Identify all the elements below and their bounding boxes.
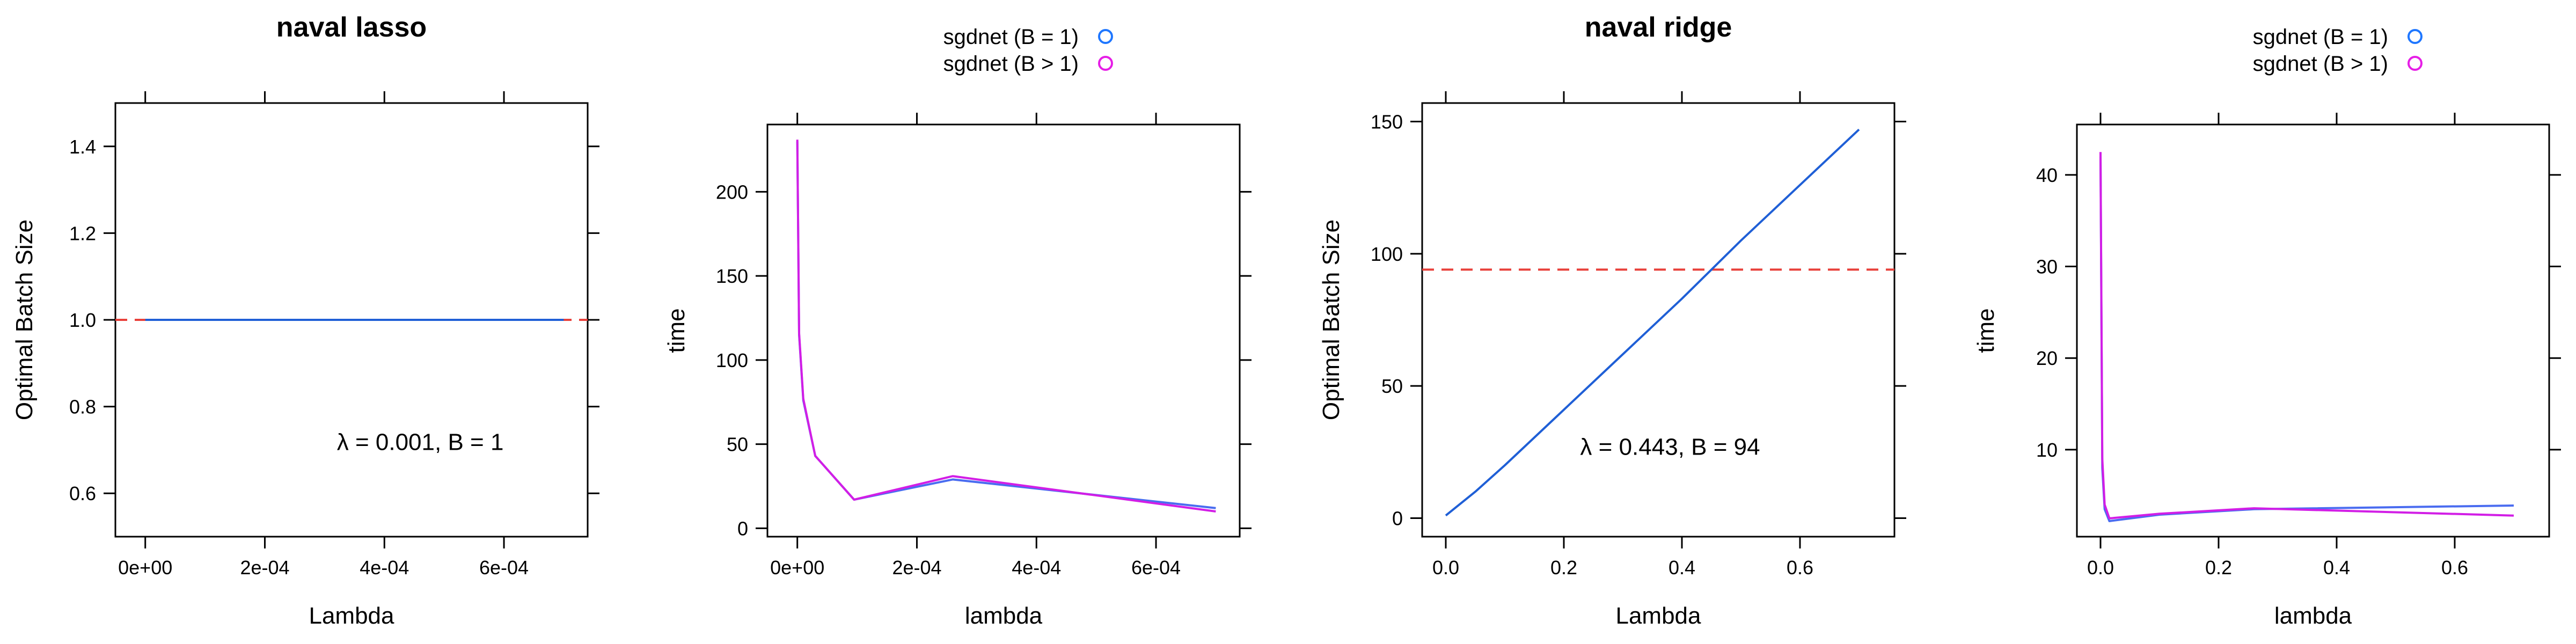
series-line-2: [2099, 152, 2514, 519]
legend: sgdnet (B = 1) sgdnet (B > 1): [2253, 25, 2423, 76]
y-axis-label: time: [1973, 308, 1999, 353]
x-tick-label: 0.4: [1668, 557, 1695, 579]
y-axis-label: Optimal Batch Size: [1318, 219, 1344, 420]
y-tick-label: 150: [1371, 111, 1403, 133]
chart-title: naval lasso: [276, 12, 427, 43]
legend-marker: [1098, 29, 1113, 44]
y-tick-label: 1.0: [69, 309, 96, 331]
x-axis-label: lambda: [2274, 603, 2352, 629]
x-tick-label: 6e-04: [1131, 557, 1181, 579]
y-tick-label: 50: [727, 434, 748, 456]
y-tick-label: 1.4: [69, 136, 96, 158]
x-axis-label: lambda: [965, 603, 1043, 629]
y-tick-label: 0.8: [69, 396, 96, 418]
series-line-1: [1445, 128, 1860, 517]
x-axis-label: Lambda: [309, 603, 394, 629]
x-tick-label: 0.2: [2205, 557, 2232, 579]
chart-annotation: λ = 0.443, B = 94: [1580, 434, 1760, 460]
y-tick-label: 0.6: [69, 482, 96, 504]
y-axis-label: Optimal Batch Size: [11, 219, 38, 420]
y-tick-label: 50: [1381, 375, 1403, 397]
x-tick-label: 2e-04: [240, 557, 289, 579]
x-tick-label: 0e+00: [118, 557, 172, 579]
x-tick-label: 0e+00: [770, 557, 824, 579]
y-tick-label: 100: [1371, 243, 1403, 265]
y-tick-label: 40: [2036, 164, 2058, 186]
chart-annotation: λ = 0.001, B = 1: [337, 429, 504, 455]
x-tick-label: 4e-04: [360, 557, 409, 579]
x-tick-label: 0.4: [2323, 557, 2350, 579]
y-tick-label: 20: [2036, 347, 2058, 369]
chart-title: naval ridge: [1585, 12, 1732, 43]
x-axis-label: Lambda: [1615, 603, 1701, 629]
legend-label: sgdnet (B = 1): [2253, 25, 2388, 49]
x-tick-label: 0.6: [1787, 557, 1813, 579]
y-tick-label: 0: [737, 517, 748, 539]
x-tick-label: 0.2: [1550, 557, 1577, 579]
legend-marker: [2407, 29, 2423, 44]
x-tick-label: 6e-04: [479, 557, 529, 579]
y-tick-label: 100: [716, 349, 748, 371]
plot-frame: [1421, 102, 1896, 538]
y-tick-label: 1.2: [69, 222, 96, 244]
x-tick-label: 0.0: [2087, 557, 2114, 579]
y-tick-label: 150: [716, 265, 748, 287]
x-tick-label: 0.0: [1432, 557, 1459, 579]
y-tick-label: 0: [1392, 508, 1403, 530]
y-tick-label: 10: [2036, 439, 2058, 461]
series-line-2: [796, 140, 1216, 513]
legend-marker: [2407, 56, 2423, 71]
legend-label: sgdnet (B > 1): [2253, 52, 2388, 76]
x-tick-label: 0.6: [2441, 557, 2468, 579]
legend-label: sgdnet (B = 1): [943, 25, 1079, 49]
y-tick-label: 30: [2036, 256, 2058, 278]
x-tick-label: 4e-04: [1012, 557, 1061, 579]
plot-frame: [766, 123, 1241, 538]
panel-4: 0.0 0.2 0.4 0.6 10 20 30 40 lambda time sgdnet (B …: [1973, 25, 2561, 629]
panel-1: naval lasso 0e+00 2e-04 4e-04 6e-04 0.6 0.8 1.0…: [11, 12, 599, 629]
x-tick-label: 2e-04: [892, 557, 941, 579]
y-tick-label: 200: [716, 181, 748, 203]
panel-2: 0e+00 2e-04 4e-04 6e-04 0 50 100 150 200 lambda ti…: [663, 25, 1252, 629]
legend-marker: [1098, 56, 1113, 71]
legend: sgdnet (B = 1) sgdnet (B > 1): [943, 25, 1113, 76]
plot-frame: [2076, 123, 2550, 538]
y-axis-label: time: [663, 308, 690, 353]
panel-3: naval ridge 0.0 0.2 0.4 0.6 0 50 100 150 Lambda Op…: [1318, 12, 1906, 629]
legend-label: sgdnet (B > 1): [943, 52, 1079, 76]
